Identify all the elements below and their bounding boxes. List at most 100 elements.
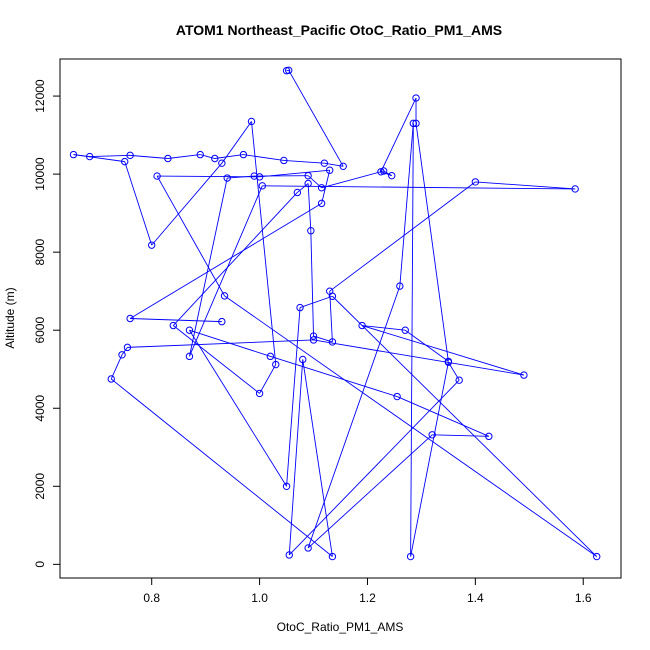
series-segment	[288, 70, 344, 167]
data-point	[520, 371, 528, 379]
data-point	[196, 150, 204, 159]
series-point-group	[69, 66, 601, 561]
series-segment	[283, 160, 325, 164]
data-point	[255, 389, 264, 398]
series-segment	[262, 185, 576, 190]
series-segment	[475, 181, 576, 190]
data-point	[169, 321, 177, 330]
data-point	[309, 332, 318, 340]
series-segment	[251, 121, 277, 365]
series-segment	[157, 175, 260, 178]
data-point	[377, 168, 385, 176]
series-segment	[214, 154, 244, 159]
data-point	[123, 343, 132, 352]
data-point	[220, 292, 229, 300]
x-axis-label: OtoC_Ratio_PM1_AMS	[277, 620, 404, 634]
data-point	[285, 66, 293, 75]
y-tick-label: 12000	[33, 79, 47, 113]
data-point	[247, 117, 256, 126]
data-point	[121, 157, 129, 166]
series-segment	[399, 123, 414, 287]
y-tick-label: 2000	[33, 473, 47, 500]
data-point	[471, 178, 480, 186]
data-point	[409, 119, 418, 128]
chart-title: ATOM1 Northeast_Pacific OtoC_Ratio_PM1_A…	[176, 22, 502, 38]
series-segment	[286, 307, 301, 487]
data-point	[148, 241, 156, 249]
series-segment	[167, 154, 201, 159]
series-segment	[200, 154, 215, 159]
x-tick-label: 1.6	[575, 591, 592, 605]
data-point	[304, 179, 312, 188]
data-point	[328, 292, 337, 300]
series-segment	[288, 379, 460, 556]
x-axis: 0.8 1.0 1.2 1.4 1.6	[143, 577, 592, 605]
series-segment	[307, 285, 401, 549]
data-point	[69, 150, 78, 159]
series-segment	[130, 318, 222, 323]
series-segment	[224, 295, 597, 557]
series-segment	[172, 192, 298, 326]
data-point	[304, 171, 312, 180]
data-point	[118, 351, 126, 359]
data-point	[412, 119, 420, 128]
data-point	[285, 551, 293, 559]
data-point	[571, 185, 579, 193]
y-tick-label: 8000	[33, 238, 47, 265]
series-segment	[307, 183, 312, 231]
data-point	[296, 303, 304, 312]
series-segment	[410, 123, 414, 557]
series-segment	[259, 169, 330, 178]
series-segment	[321, 170, 384, 189]
data-point	[126, 314, 134, 323]
data-point	[282, 482, 291, 490]
data-point	[406, 552, 415, 561]
series-segment	[189, 329, 287, 487]
data-point	[339, 162, 347, 171]
series-segment	[221, 121, 252, 164]
series-segment	[332, 295, 598, 557]
data-point	[239, 150, 248, 159]
y-tick-label: 0	[33, 561, 47, 568]
data-point	[280, 156, 288, 165]
series-segment	[380, 171, 392, 177]
series-segment	[432, 434, 489, 437]
data-point	[412, 94, 420, 102]
data-point	[393, 392, 401, 401]
data-point	[328, 552, 337, 561]
series-segment	[321, 170, 331, 204]
data-point	[218, 317, 226, 326]
series-segment	[415, 123, 449, 362]
data-point	[218, 159, 226, 167]
data-point	[388, 171, 396, 180]
series-segment	[380, 97, 417, 172]
data-point	[317, 184, 326, 192]
series-segment	[396, 396, 490, 437]
series-segment	[302, 359, 333, 557]
data-point	[455, 376, 463, 384]
series-segment	[410, 362, 449, 557]
data-point	[401, 326, 409, 334]
series-segment	[110, 354, 123, 380]
series-segment	[189, 329, 271, 357]
data-point	[266, 352, 275, 361]
data-point	[126, 151, 134, 160]
series-segment	[110, 378, 333, 557]
data-point	[444, 358, 453, 366]
series-segment	[156, 175, 225, 297]
data-point	[317, 199, 326, 208]
series-segment	[288, 359, 304, 556]
data-point	[250, 172, 258, 180]
series-segment	[243, 154, 284, 161]
data-point	[185, 326, 194, 334]
data-point	[485, 432, 493, 441]
series-segment	[299, 295, 333, 308]
y-tick-label: 10000	[33, 157, 47, 191]
data-point	[326, 166, 334, 174]
data-point	[396, 282, 404, 290]
series-segment	[173, 325, 260, 394]
series-segment	[127, 339, 314, 348]
series-segment	[189, 185, 263, 357]
